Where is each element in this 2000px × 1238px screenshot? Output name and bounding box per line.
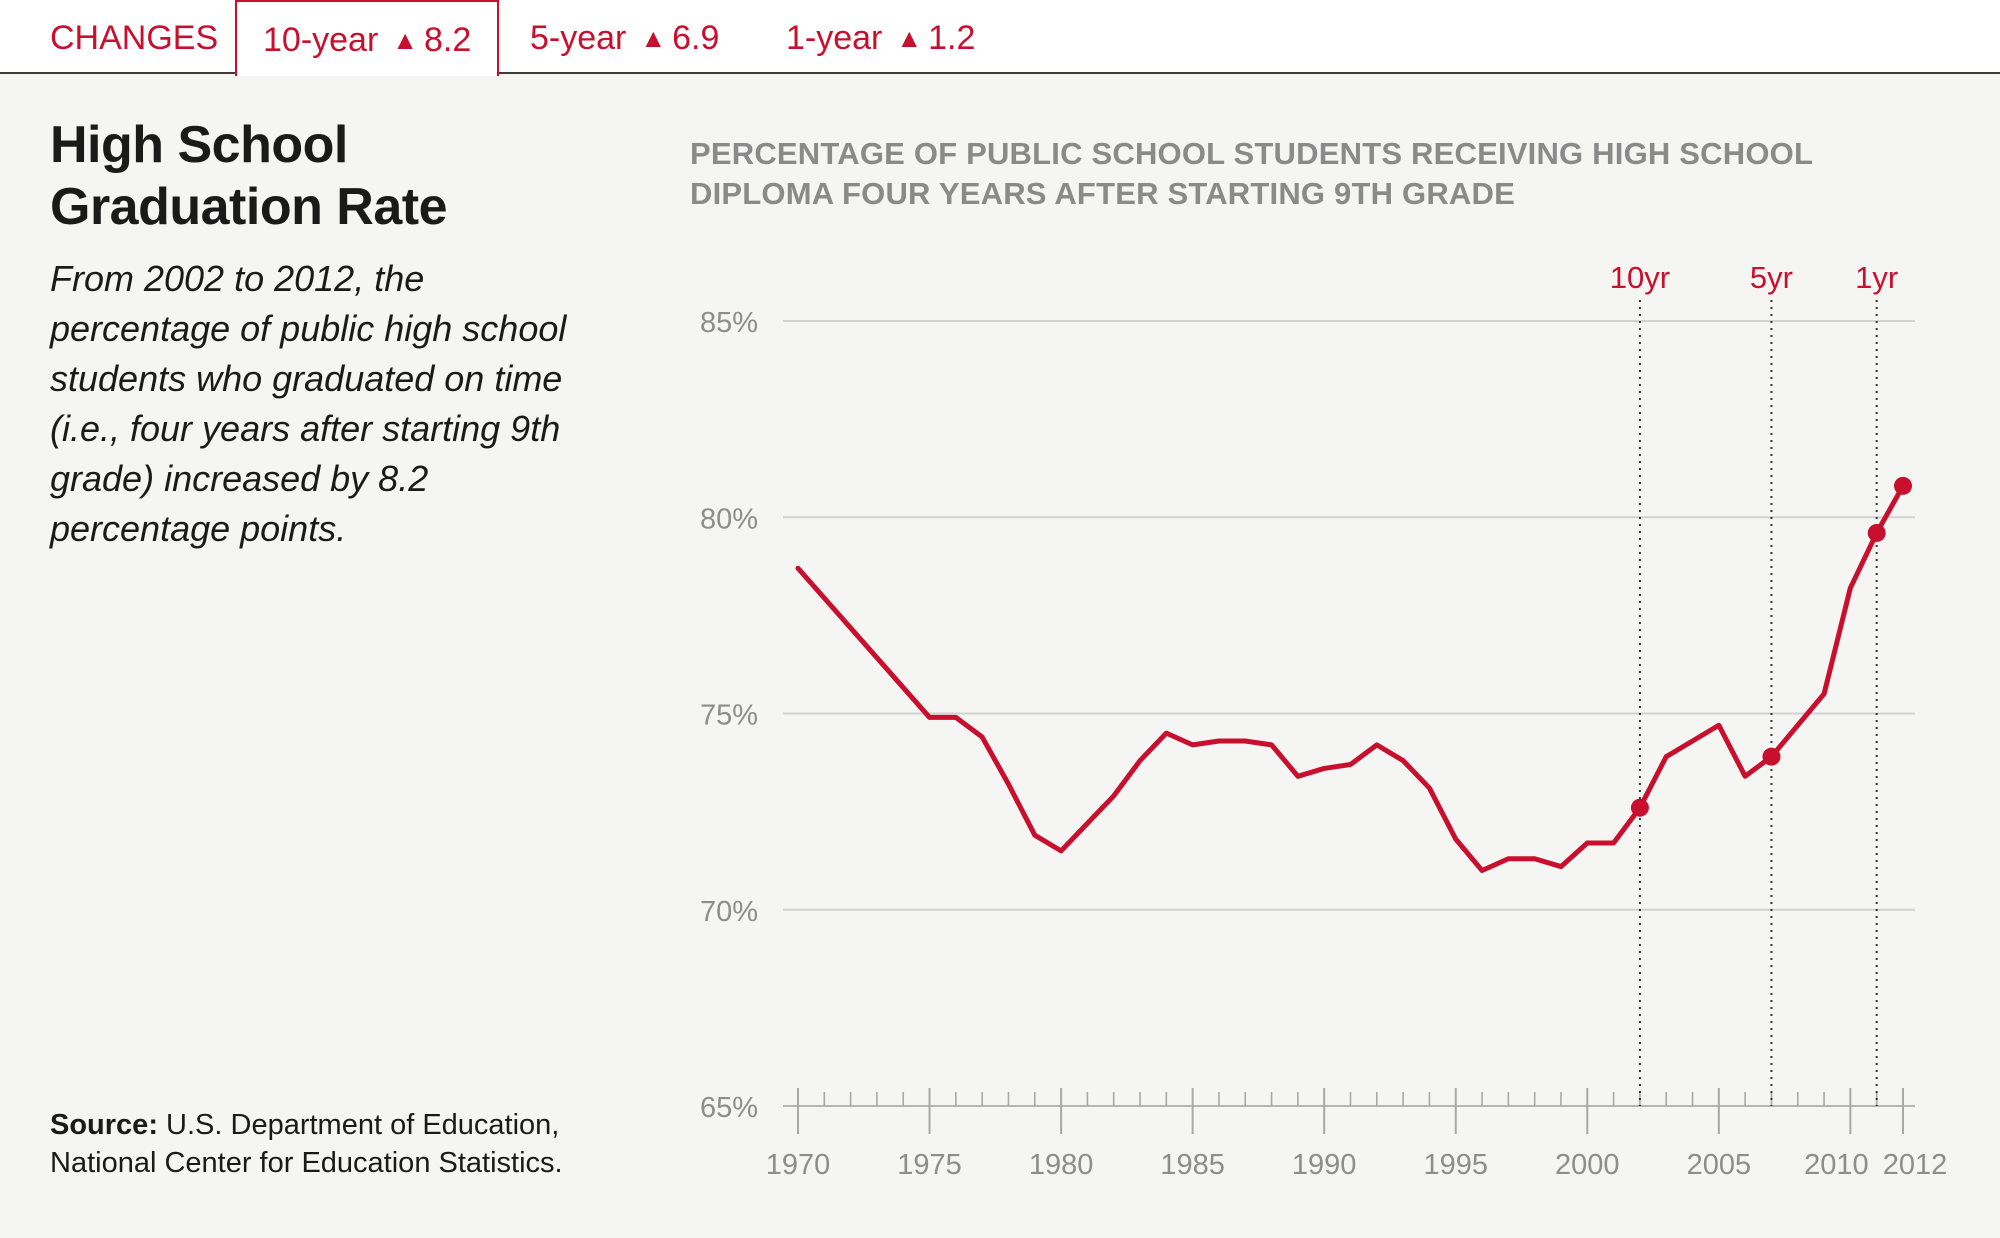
marker-label: 5yr	[1750, 260, 1793, 295]
data-point	[1894, 476, 1912, 495]
y-tick-label: 75%	[700, 700, 758, 732]
tab-10-year-delta: 8.2	[424, 21, 472, 59]
x-tick-label: 1995	[1423, 1149, 1488, 1181]
up-triangle-icon: ▲	[896, 23, 923, 53]
x-tick-label: 2010	[1804, 1149, 1869, 1181]
tab-1-year-period: 1-year	[786, 19, 883, 57]
tab-10-year-period: 10-year	[263, 21, 379, 59]
tab-5-year[interactable]: 5-year ▲ 6.9	[530, 0, 719, 74]
up-triangle-icon: ▲	[640, 23, 667, 53]
data-point	[1630, 798, 1649, 817]
tab-10-year[interactable]: 10-year ▲ 8.2	[235, 0, 500, 76]
x-tick-label: 2000	[1555, 1149, 1620, 1181]
series-line	[795, 483, 1906, 873]
tab-5-year-period: 5-year	[530, 19, 627, 57]
tab-1-year-delta: 1.2	[928, 19, 976, 57]
source-note: Source: U.S. Department of Education, Na…	[50, 1106, 650, 1182]
y-tick-label: 85%	[700, 307, 758, 339]
changes-label: CHANGES	[50, 19, 219, 57]
up-triangle-icon: ▲	[392, 25, 419, 55]
x-tick-label: 1990	[1292, 1149, 1357, 1181]
marker-label: 10yr	[1610, 260, 1670, 295]
y-tick-label: 65%	[700, 1092, 758, 1124]
source-label: Source:	[50, 1109, 158, 1141]
data-point	[1762, 747, 1781, 766]
description: From 2002 to 2012, the percentage of pub…	[50, 258, 567, 549]
tab-1-year[interactable]: 1-year ▲ 1.2	[786, 0, 975, 74]
changes-bar: CHANGES 10-year ▲ 8.2 5-year ▲ 6.9 1-year ▲ 1.…	[0, 0, 2000, 76]
data-point	[1867, 523, 1886, 542]
marker-label: 1yr	[1855, 260, 1898, 295]
x-tick-label: 1985	[1160, 1149, 1225, 1181]
chart-title: PERCENTAGE OF PUBLIC SCHOOL STUDENTS REC…	[690, 136, 1813, 211]
x-tick-label: 1980	[1029, 1149, 1094, 1181]
x-tick-label: 2005	[1687, 1149, 1752, 1181]
y-tick-label: 70%	[700, 896, 758, 928]
tab-5-year-delta: 6.9	[672, 19, 720, 57]
y-tick-label: 80%	[700, 503, 758, 535]
x-tick-label: 2012	[1883, 1149, 1948, 1181]
source-text: U.S. Department of Education, National C…	[50, 1109, 563, 1179]
x-tick-label: 1975	[897, 1149, 962, 1181]
page-title: High School Graduation Rate	[50, 116, 448, 236]
x-tick-label: 1970	[766, 1149, 831, 1181]
